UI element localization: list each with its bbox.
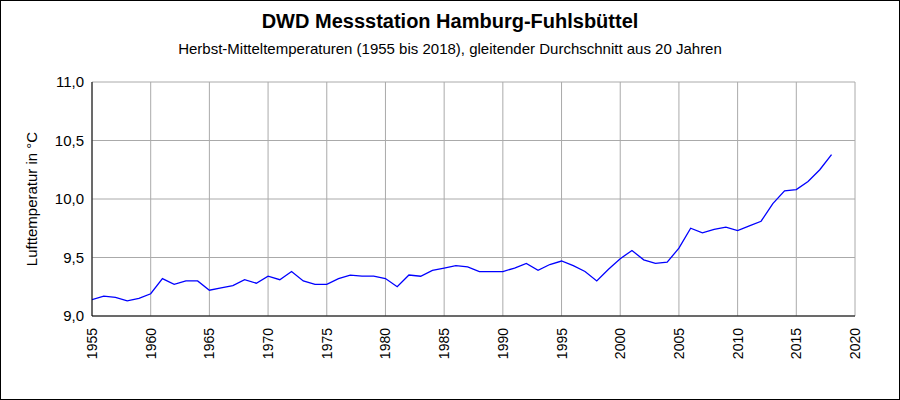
svg-text:9,5: 9,5 [63,249,84,266]
svg-text:9,0: 9,0 [63,307,84,324]
svg-text:10,0: 10,0 [55,190,84,207]
svg-text:2000: 2000 [612,328,628,359]
html-text:Herbst-Mitteltemperaturen (195: Herbst-Mitteltemperaturen (1955 bis 2018… [178,40,722,57]
svg-text:1995: 1995 [554,328,570,359]
svg-text:Lufttemperatur in °C: Lufttemperatur in °C [23,132,40,267]
svg-text:1955: 1955 [84,328,100,359]
html-text:DWD Messstation Hamburg-Fuhlsb: DWD Messstation Hamburg-Fuhlsbüttel [261,10,639,32]
svg-text:1960: 1960 [143,328,159,359]
svg-text:1965: 1965 [201,328,217,359]
svg-text:1985: 1985 [436,328,452,359]
svg-text:11,0: 11,0 [56,73,84,90]
svg-text:2010: 2010 [730,328,746,359]
svg-text:1970: 1970 [260,328,276,359]
svg-text:1975: 1975 [319,328,335,359]
svg-text:2020: 2020 [847,328,863,359]
svg-text:1990: 1990 [495,328,511,359]
svg-text:10,5: 10,5 [55,132,84,149]
svg-text:2005: 2005 [671,328,687,359]
svg-text:1980: 1980 [377,328,393,359]
svg-text:2015: 2015 [788,328,804,359]
